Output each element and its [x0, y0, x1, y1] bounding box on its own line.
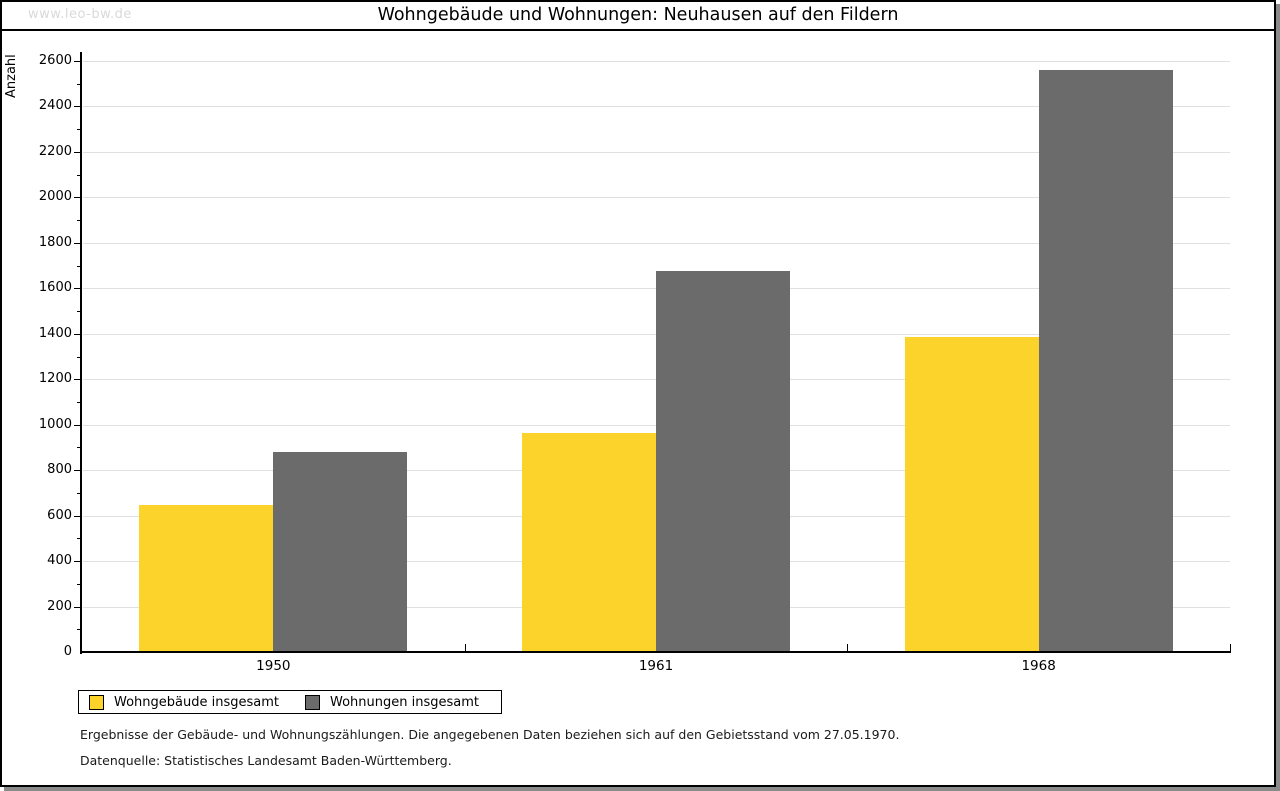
y-tick-label: 0 [63, 644, 72, 659]
gridline [83, 151, 1230, 153]
y-tick-label: 2600 [38, 53, 72, 68]
footer-note-1: Ergebnisse der Gebäude- und Wohnungszähl… [80, 727, 900, 742]
bar-1950-wohnungen [273, 451, 408, 652]
y-axis-line [80, 52, 82, 654]
y-axis-tick [74, 561, 81, 563]
y-axis-tick [74, 288, 81, 290]
watermark-text: www.leo-bw.de [28, 7, 132, 22]
y-axis-tick [77, 629, 81, 631]
page-title: Wohngebäude und Wohnungen: Neuhausen auf… [377, 5, 899, 25]
y-tick-label: 1000 [38, 416, 72, 432]
y-axis-tick [74, 242, 81, 244]
legend-swatch-gray [305, 694, 320, 710]
legend-item-wohngebaeude: Wohngebäude insgesamt [89, 694, 279, 710]
y-tick-label: 800 [47, 462, 72, 478]
y-axis-tick [74, 424, 81, 426]
y-axis-tick [77, 265, 81, 267]
y-axis-tick [77, 220, 81, 222]
y-axis-tick [74, 151, 81, 153]
title-separator [2, 29, 1274, 31]
bar-1968-wohngebaeude [904, 337, 1039, 652]
x-tick-label: 1961 [638, 658, 674, 674]
legend-swatch-yellow [89, 694, 104, 710]
y-axis-tick [77, 174, 81, 176]
y-axis-tick [74, 106, 81, 108]
y-axis-tick [77, 356, 81, 358]
x-axis-line [80, 651, 1231, 653]
y-tick-label: 600 [47, 507, 72, 523]
x-axis-tick [1230, 644, 1231, 652]
bar-1961-wohnungen [656, 271, 790, 652]
y-tick-label: 2000 [38, 189, 72, 205]
gridline [83, 242, 1230, 244]
bar-1961-wohngebaeude [522, 432, 656, 652]
y-axis-tick [74, 515, 81, 517]
y-axis-tick [74, 61, 81, 62]
y-axis-tick [77, 538, 81, 540]
y-tick-label: 200 [47, 598, 72, 614]
y-axis-tick [77, 311, 81, 313]
y-axis-tick [74, 470, 81, 472]
y-axis-tick [74, 606, 81, 608]
legend-label: Wohnungen insgesamt [330, 694, 479, 710]
gridline [83, 61, 1230, 62]
y-axis-tick [77, 129, 81, 131]
x-tick-label: 1968 [1021, 658, 1056, 674]
gridline [83, 197, 1230, 199]
y-axis-tick [77, 447, 81, 449]
bar-1968-wohnungen [1038, 70, 1173, 652]
gridline [83, 106, 1230, 108]
legend-box: Wohngebäude insgesamt Wohnungen insgesam… [78, 690, 502, 714]
y-tick-label: 1800 [38, 234, 72, 250]
y-axis-tick [77, 583, 81, 585]
y-tick-label: 400 [47, 553, 72, 569]
x-tick-label: 1950 [256, 658, 291, 674]
y-axis-tick [77, 492, 81, 494]
y-tick-label: 2400 [38, 98, 72, 114]
bar-1950-wohngebaeude [139, 505, 274, 652]
legend-label: Wohngebäude insgesamt [114, 694, 279, 710]
y-axis-tick [74, 379, 81, 381]
y-tick-label: 1200 [38, 371, 72, 387]
legend-item-wohnungen: Wohnungen insgesamt [305, 694, 479, 710]
y-axis-tick [77, 83, 81, 85]
y-tick-label: 1600 [38, 280, 72, 296]
x-axis-tick [464, 644, 466, 652]
y-tick-label: 2200 [38, 143, 72, 159]
y-tick-label: 1400 [38, 325, 72, 341]
y-axis-tick [77, 401, 81, 403]
y-axis-tick [74, 197, 81, 199]
footer-note-2: Datenquelle: Statistisches Landesamt Bad… [80, 753, 452, 768]
x-axis-tick [847, 644, 849, 652]
y-axis-tick [74, 333, 81, 335]
